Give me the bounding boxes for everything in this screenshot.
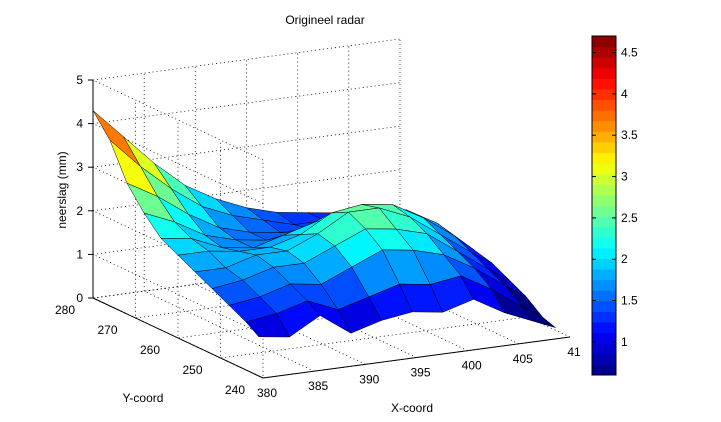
colorbar-band [592, 216, 616, 228]
colorbar-tick-label: 4 [621, 87, 628, 101]
colorbar-band [592, 247, 616, 259]
surface-plot [92, 110, 556, 338]
chart-title: Origineel radar [285, 13, 364, 27]
x-tick-label: 395 [410, 366, 430, 380]
colorbar-band [592, 36, 616, 48]
colorbar-band [592, 78, 616, 90]
y-tick-label: 270 [97, 323, 117, 337]
colorbar-band [592, 343, 616, 355]
axis-tick-labels: 0 1 2 3 4 5 380 385 390 395 400 405 41 240 250 260 270 28… [55, 73, 581, 400]
z-tick-label: 0 [76, 291, 83, 305]
colorbar-band [592, 237, 616, 249]
x-axis-label: X-coord [391, 401, 433, 415]
axes-frame [92, 80, 571, 379]
colorbar-tick-label: 2.5 [621, 211, 638, 225]
colorbar-tick-label: 3.5 [621, 128, 638, 142]
colorbar: 1 1.5 2 2.5 3 3.5 4 4.5 [591, 35, 638, 376]
surface-patch [522, 306, 556, 328]
colorbar-band [592, 300, 616, 312]
y-tick-label: 260 [140, 343, 160, 357]
colorbar-band [592, 99, 616, 111]
colorbar-band [592, 46, 616, 58]
x-tick-label: 390 [359, 372, 379, 386]
y-tick-label: 250 [182, 363, 202, 377]
colorbar-tick-label: 1.5 [621, 294, 638, 308]
z-tick-label: 2 [76, 204, 83, 218]
colorbar-band [592, 290, 616, 302]
x-tick-label: 385 [308, 379, 328, 393]
x-tick-label: 41 [567, 345, 581, 359]
colorbar-tick-label: 4.5 [621, 46, 638, 60]
surface-patch [92, 110, 141, 167]
y-tick-label: 280 [55, 303, 75, 317]
colorbar-band [592, 269, 616, 281]
axis-line [262, 336, 571, 379]
x-tick-label: 405 [513, 352, 533, 366]
y-axis-label: Y-coord [123, 391, 164, 405]
axis-line [92, 297, 264, 379]
colorbar-band [592, 258, 616, 270]
z-tick-label: 4 [76, 117, 83, 131]
colorbar-band [592, 131, 616, 143]
z-axis-label: neerslag (mm) [55, 151, 69, 228]
colorbar-band [592, 173, 616, 185]
colorbar-band [592, 141, 616, 154]
z-tick-label: 1 [76, 247, 83, 261]
colorbar-band [592, 110, 616, 122]
colorbar-band [592, 120, 616, 132]
colorbar-band [592, 152, 616, 164]
colorbar-band [592, 226, 616, 238]
colorbar-band [592, 332, 616, 344]
colorbar-band [592, 205, 616, 217]
z-tick-label: 3 [76, 160, 83, 174]
x-tick-label: 400 [462, 359, 482, 373]
colorbar-band [592, 88, 616, 101]
colorbar-band [592, 279, 616, 291]
colorbar-band [592, 184, 616, 196]
y-tick-label: 240 [225, 383, 245, 397]
colorbar-tick-label: 3 [621, 170, 628, 184]
x-tick-label: 380 [257, 386, 277, 400]
colorbar-band [592, 163, 616, 175]
colorbar-band [592, 322, 616, 334]
colorbar-band [592, 67, 616, 79]
colorbar-band [592, 364, 616, 376]
z-tick-label: 5 [76, 73, 83, 87]
colorbar-tick-label: 2 [621, 252, 628, 266]
colorbar-band [592, 57, 616, 69]
colorbar-band [592, 353, 616, 365]
colorbar-band [592, 311, 616, 323]
colorbar-tick-label: 1 [621, 335, 628, 349]
colorbar-band [592, 194, 616, 206]
